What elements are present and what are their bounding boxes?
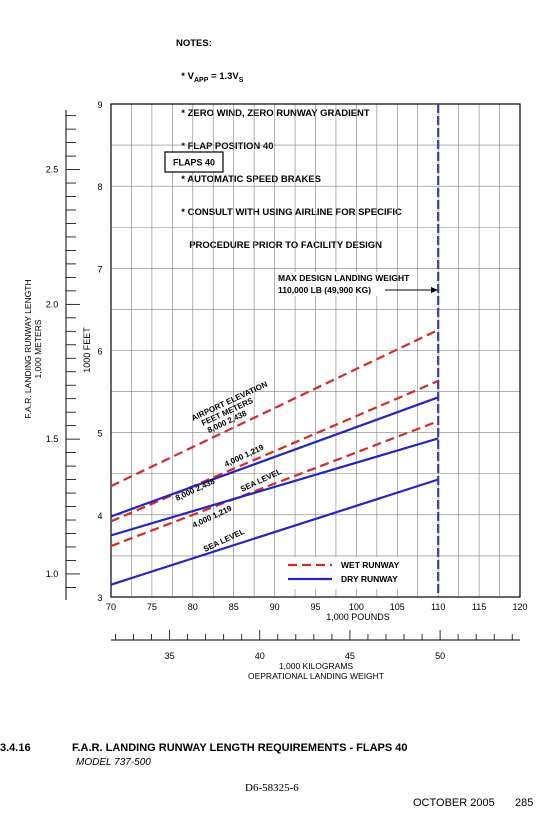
note-flap: * FLAP POSITION 40 — [181, 140, 274, 152]
meters-tick-label: 1.0 — [46, 569, 59, 579]
meters-tick-label: 1.5 — [46, 434, 59, 444]
y-tick-label: 3 — [97, 593, 102, 603]
page-number: 285 — [515, 797, 534, 809]
x-tick-label: 110 — [431, 602, 445, 612]
notes-block: NOTES: * VAPP = 1.3VS * ZERO WIND, ZERO … — [176, 16, 402, 262]
y-tick-label: 5 — [97, 429, 102, 439]
legend-dry-label: DRY RUNWAY — [341, 574, 398, 584]
dry-runway-line — [110, 437, 439, 537]
dry-runway-line — [110, 478, 439, 586]
kg-axis-label-2: OEPRATIONAL LANDING WEIGHT — [248, 671, 384, 681]
x-tick-label: 120 — [512, 602, 527, 612]
kg-tick-label: 50 — [435, 651, 445, 661]
max-weight-annotation-bg — [276, 272, 386, 296]
section-number: 3.4.16 — [0, 742, 31, 754]
note-consult: * CONSULT WITH USING AIRLINE FOR SPECIFI… — [181, 206, 402, 218]
dry-sea-level-label: SEA LEVEL — [202, 527, 246, 554]
wet-runway-line — [110, 379, 439, 523]
flaps-box-label: FLAPS 40 — [173, 158, 215, 168]
model-label: MODEL 737-500 — [76, 757, 151, 768]
max-weight-annotation-2: 110,000 LB (49,900 KG) — [278, 285, 371, 295]
x-axis-label: 1,000 POUNDS — [326, 612, 390, 622]
kg-tick-label: 35 — [165, 651, 175, 661]
x-tick-label: 115 — [472, 602, 486, 612]
kg-axis-label: 1,000 KILOGRAMS — [279, 661, 354, 671]
section-title: F.A.R. LANDING RUNWAY LENGTH REQUIREMENT… — [72, 742, 408, 754]
note-speedbrakes: * AUTOMATIC SPEED BRAKES — [181, 173, 321, 185]
legend-wet-label: WET RUNWAY — [341, 560, 400, 570]
note-wind: * ZERO WIND, ZERO RUNWAY GRADIENT — [181, 107, 370, 119]
y-axis-label: 1000 FEET — [82, 327, 92, 373]
max-weight-arrow — [431, 287, 438, 293]
notes-header: NOTES: — [176, 38, 212, 49]
meters-axis-label: F.A.R. LANDING RUNWAY LENGTH — [23, 279, 33, 418]
plot-frame — [110, 103, 521, 598]
meters-axis-label-unit: 1,000 METERS — [33, 319, 43, 378]
max-weight-annotation: MAX DESIGN LANDING WEIGHT — [278, 273, 410, 283]
y-tick-label: 4 — [97, 511, 102, 521]
wet-runway-line — [110, 328, 439, 488]
x-tick-label: 105 — [390, 602, 405, 612]
flaps-box — [164, 151, 224, 173]
x-tick-label: 75 — [147, 602, 157, 612]
x-tick-label: 95 — [310, 602, 320, 612]
document-number: D6-58325-6 — [245, 782, 299, 794]
dry-runway-line — [110, 396, 439, 518]
note-vapp: * VAPP = 1.3VS — [181, 71, 244, 84]
wet-runway-line — [110, 420, 439, 548]
x-tick-label: 70 — [106, 602, 116, 612]
y-tick-label: 9 — [97, 100, 102, 110]
wet-4000-label: 4,000 1,219 — [191, 504, 234, 530]
meters-tick-label: 2.5 — [46, 165, 59, 175]
legend-bg — [284, 557, 406, 589]
x-tick-label: 80 — [188, 602, 198, 612]
dry-8000-label: 8,000 2,438 — [174, 477, 217, 503]
kg-tick-label: 45 — [345, 651, 355, 661]
meters-tick-label: 2.0 — [46, 299, 59, 309]
kg-tick-label: 40 — [255, 651, 265, 661]
y-tick-label: 8 — [97, 182, 102, 192]
note-procedure: PROCEDURE PRIOR TO FACILITY DESIGN — [189, 239, 383, 251]
x-tick-label: 100 — [349, 602, 364, 612]
x-tick-label: 90 — [270, 602, 280, 612]
x-tick-label: 85 — [229, 602, 239, 612]
date-label: OCTOBER 2005 — [413, 797, 495, 809]
y-tick-label: 7 — [97, 264, 102, 274]
y-tick-label: 6 — [97, 347, 102, 357]
